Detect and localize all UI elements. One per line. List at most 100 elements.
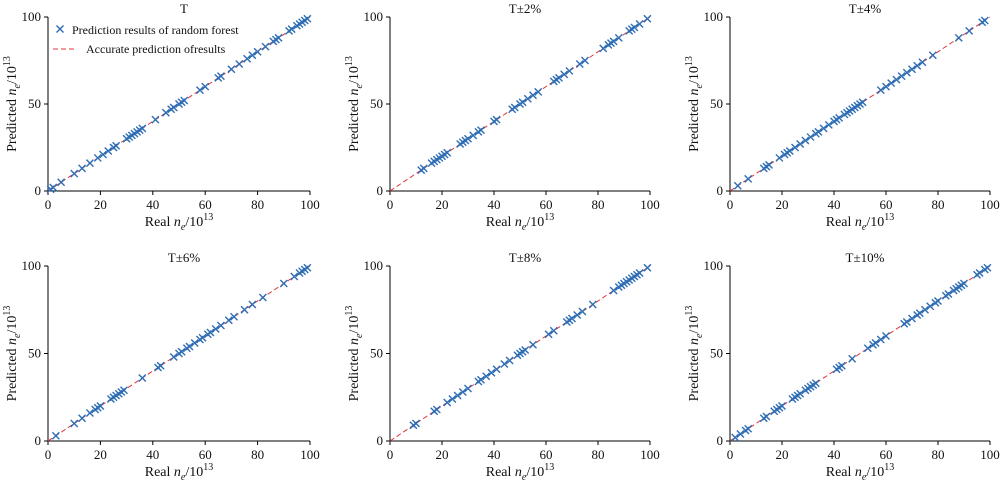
y-axis-label: Predicted ne/1013 — [344, 306, 365, 402]
data-point — [274, 33, 283, 42]
x-tick-label: 40 — [828, 197, 841, 212]
data-point — [863, 344, 872, 353]
data-point — [785, 146, 794, 155]
y-tick-label: 100 — [704, 9, 724, 24]
data-point — [224, 316, 233, 325]
data-point — [926, 302, 935, 311]
data-point — [915, 309, 924, 318]
data-point — [897, 72, 906, 81]
x-tick-label: 0 — [45, 197, 52, 212]
data-point — [195, 86, 204, 95]
data-point — [819, 124, 828, 133]
x-tick-label: 60 — [880, 197, 893, 212]
data-point — [119, 386, 128, 395]
data-point — [560, 70, 569, 79]
data-point — [412, 419, 420, 428]
data-point — [529, 340, 537, 349]
data-point — [96, 402, 105, 410]
data-point — [921, 305, 929, 314]
data-point — [573, 311, 582, 319]
data-point — [93, 153, 102, 162]
data-point — [913, 61, 922, 70]
data-point — [811, 379, 820, 388]
chart-title: T±10% — [846, 250, 885, 265]
y-tick-label: 0 — [35, 433, 42, 448]
data-point — [902, 68, 911, 77]
data-point — [51, 431, 60, 440]
data-point — [765, 160, 773, 169]
y-tick-label: 0 — [35, 183, 42, 198]
data-point — [980, 16, 989, 25]
chart-panel-2: 0 20 40 60 80 100 0 50 100 T±2% Real ne/1013 Predic… — [344, 1, 660, 233]
data-point — [555, 73, 563, 82]
y-axis-label: Predicted ne/1013 — [2, 306, 23, 402]
data-point — [258, 293, 267, 302]
x-tick-label: 80 — [251, 197, 264, 212]
data-point — [510, 103, 519, 112]
y-axis-label: Predicted ne/1013 — [344, 56, 365, 152]
x-tick-label: 0 — [727, 447, 734, 462]
data-point — [801, 136, 810, 145]
data-point — [975, 269, 984, 277]
data-point — [902, 318, 911, 326]
data-point — [960, 279, 968, 288]
data-point — [453, 391, 462, 400]
data-point — [876, 86, 885, 95]
data-point — [464, 134, 472, 143]
data-point — [216, 72, 225, 81]
y-tick-label: 50 — [28, 346, 41, 361]
data-point — [492, 365, 501, 374]
data-point — [871, 339, 880, 347]
data-point — [599, 44, 608, 53]
data-point — [469, 131, 478, 140]
data-point — [882, 82, 890, 91]
x-tick-label: 80 — [932, 447, 945, 462]
data-point — [837, 361, 846, 370]
data-point — [201, 82, 210, 91]
chart-title: T±4% — [849, 1, 882, 16]
data-point — [169, 353, 178, 361]
data-point — [70, 419, 79, 428]
data-point — [614, 33, 623, 42]
data-point — [230, 312, 239, 321]
x-tick-label: 40 — [146, 447, 159, 462]
chart-panel-3: 0 20 40 60 80 100 0 50 100 T±4% Real ne/1013 Predic… — [684, 1, 1000, 233]
data-point — [848, 354, 857, 363]
data-point — [578, 307, 587, 316]
data-point — [227, 65, 236, 74]
x-tick-label: 60 — [880, 447, 893, 462]
data-point — [492, 115, 501, 124]
data-point — [733, 181, 742, 190]
legend-line-label: Accurate prediction ofresults — [86, 42, 226, 56]
data-point — [523, 94, 532, 103]
data-point — [908, 65, 916, 74]
x-tick-label: 60 — [540, 447, 553, 462]
y-tick-label: 50 — [710, 346, 723, 361]
data-point — [778, 402, 786, 410]
data-point — [908, 314, 916, 323]
data-point — [796, 389, 805, 398]
data-point — [287, 25, 296, 34]
y-axis-label: Predicted ne/1013 — [684, 306, 705, 402]
y-tick-label: 100 — [364, 9, 384, 24]
legend-marker-icon — [56, 25, 64, 33]
data-point — [261, 42, 270, 51]
y-tick-label: 0 — [377, 183, 384, 198]
x-tick-label: 20 — [436, 197, 449, 212]
data-point — [791, 143, 799, 152]
data-point — [609, 37, 618, 46]
data-point — [248, 51, 257, 60]
x-tick-label: 80 — [251, 447, 264, 462]
data-point — [518, 98, 527, 107]
x-axis-label: Real ne/1013 — [486, 212, 555, 233]
y-tick-label: 50 — [28, 96, 41, 111]
data-point — [235, 59, 244, 68]
data-point — [731, 433, 740, 442]
y-tick-label: 100 — [22, 258, 42, 273]
x-tick-label: 40 — [146, 197, 159, 212]
y-tick-label: 50 — [710, 96, 723, 111]
data-point — [944, 290, 953, 298]
x-tick-label: 0 — [45, 447, 52, 462]
data-point — [954, 33, 963, 42]
legend: Prediction results of random forest Accur… — [53, 23, 239, 56]
